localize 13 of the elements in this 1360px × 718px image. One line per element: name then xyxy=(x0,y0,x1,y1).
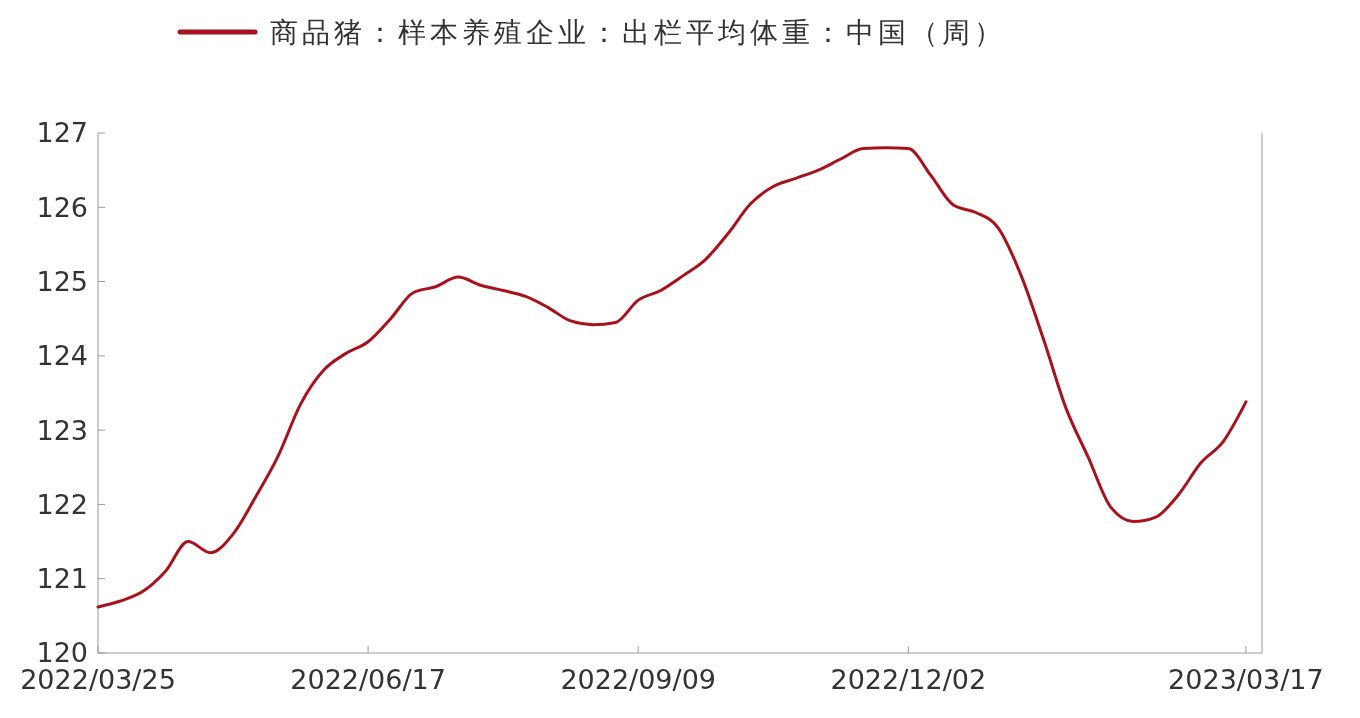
x-tick-label: 2022/06/17 xyxy=(290,664,446,695)
line-series xyxy=(96,146,1248,609)
y-tick-label: 125 xyxy=(36,266,88,298)
y-tick-label: 123 xyxy=(36,414,88,446)
x-tick-label: 2022/12/02 xyxy=(830,664,987,695)
y-tick-label: 126 xyxy=(36,191,88,223)
y-tick-label: 124 xyxy=(36,340,88,372)
legend-label: 商品猪：样本养殖企业：出栏平均体重：中国（周） xyxy=(270,15,1006,49)
x-tick-label: 2023/03/17 xyxy=(1168,664,1324,695)
x-tick-label: 2022/09/09 xyxy=(560,664,717,695)
y-tick-label: 122 xyxy=(36,488,88,520)
y-tick-label: 127 xyxy=(36,117,88,149)
y-tick-label: 121 xyxy=(36,563,88,595)
